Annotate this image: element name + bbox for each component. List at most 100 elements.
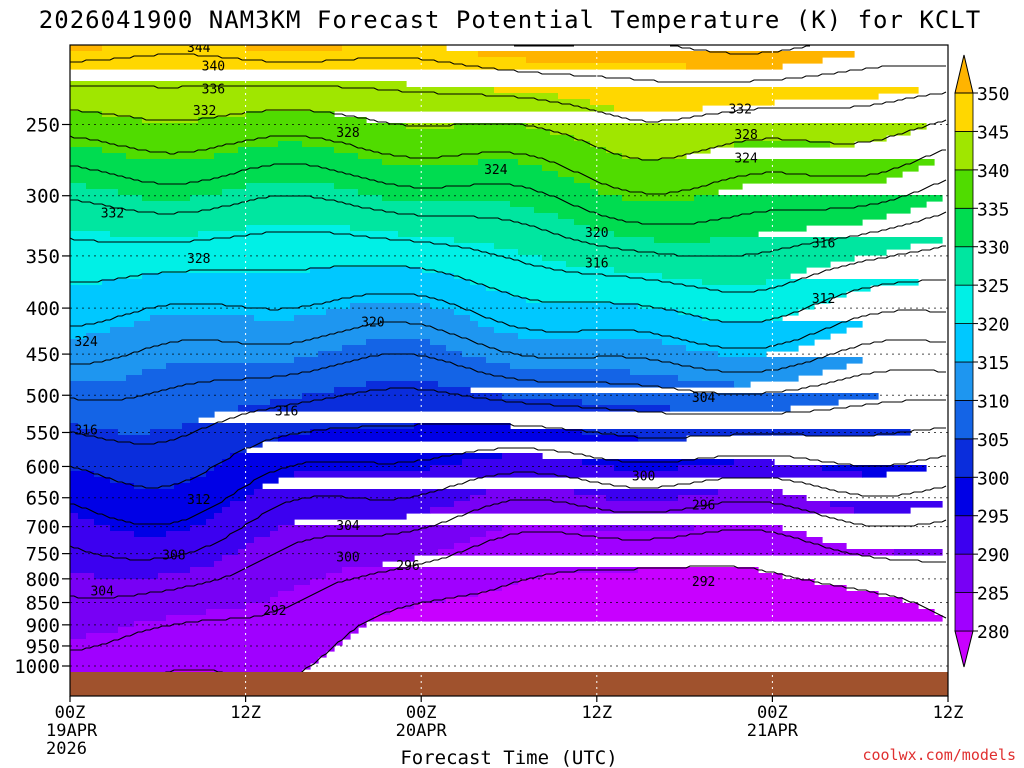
temperature-band-cell <box>862 471 887 478</box>
temperature-band-cell <box>542 573 783 580</box>
contour-label: 328 <box>734 128 757 143</box>
temperature-band-cell <box>70 63 687 70</box>
x-tick-label: 00Z <box>55 703 86 723</box>
contour-label: 296 <box>396 559 419 574</box>
credit-label: coolwx.com/models <box>862 746 1016 764</box>
temperature-band-cell <box>70 453 231 460</box>
temperature-band-cell <box>598 189 719 196</box>
x-tick-label: 12Z <box>581 703 612 723</box>
temperature-band-cell <box>342 345 447 352</box>
temperature-band-cell <box>70 183 87 190</box>
temperature-band-cell <box>270 597 447 604</box>
temperature-band-cell <box>86 333 519 340</box>
temperature-band-cell <box>550 129 911 136</box>
temperature-band-cell <box>70 609 207 616</box>
contour-label: 328 <box>187 252 210 267</box>
temperature-band-cell <box>70 363 167 370</box>
contour-label: 324 <box>484 163 508 178</box>
temperature-band-cell <box>526 57 823 64</box>
isentrope-line <box>70 265 946 323</box>
x-tick-label: 00Z <box>406 703 437 723</box>
colorbar-label: 340 <box>977 161 1010 182</box>
temperature-band-cell <box>470 495 607 502</box>
temperature-band-cell <box>190 195 383 202</box>
temperature-band-cell <box>686 63 783 70</box>
temperature-band-cell <box>590 183 743 190</box>
temperature-band-cell <box>70 57 527 64</box>
temperature-band-cell <box>110 231 199 238</box>
temperature-band-cell <box>382 159 479 166</box>
x-tick-label: 20APR <box>396 721 448 741</box>
contour-label: 336 <box>202 83 225 98</box>
contour-label: 328 <box>336 126 359 141</box>
temperature-band-cell <box>614 231 759 238</box>
temperature-band-cell <box>278 525 503 532</box>
temperature-band-cell <box>86 633 351 640</box>
temperature-band-cell <box>254 489 487 496</box>
y-tick-label: 800 <box>26 569 60 591</box>
temperature-band-cell <box>350 225 591 232</box>
isentrope-line <box>70 163 947 225</box>
temperature-band-cell <box>206 609 391 616</box>
colorbar-label: 325 <box>977 276 1010 297</box>
temperature-band-cell <box>390 609 935 616</box>
isentrope-line <box>514 45 810 55</box>
contour-label: 332 <box>193 104 216 119</box>
temperature-band-cell <box>70 507 223 514</box>
temperature-band-cell <box>70 93 559 100</box>
temperature-band-cell <box>326 573 543 580</box>
temperature-band-cell <box>566 261 831 268</box>
temperature-band-cell <box>702 279 767 286</box>
colorbar-label: 280 <box>977 622 1010 643</box>
temperature-band-cell <box>662 273 791 280</box>
colorbar-swatch <box>954 515 974 555</box>
temperature-band-cell <box>366 381 439 388</box>
temperature-band-cell <box>70 351 319 358</box>
temperature-band-cell <box>494 87 919 94</box>
isentrope-line <box>70 529 946 651</box>
contour-label: 292 <box>263 604 286 619</box>
y-tick-label: 900 <box>26 615 60 637</box>
temperature-band-cell <box>446 597 903 604</box>
temperature-band-cell <box>238 405 671 412</box>
temperature-band-cell <box>70 357 295 364</box>
temperature-band-cell <box>70 303 351 310</box>
temperature-band-cell <box>70 495 247 502</box>
temperature-band-cell <box>78 513 215 520</box>
temperature-band-cell <box>222 189 359 196</box>
temperature-band-cell <box>342 45 447 52</box>
temperature-band-cell <box>462 459 583 466</box>
temperature-band-cell <box>518 159 935 166</box>
y-tick-label: 250 <box>26 115 60 137</box>
temperature-band-cell <box>734 141 831 148</box>
temperature-band-cell <box>70 393 303 400</box>
temperature-band-cell <box>246 183 335 190</box>
temperature-band-cell <box>278 591 479 598</box>
x-axis-title: Forecast Time (UTC) <box>400 747 617 768</box>
temperature-band-cell <box>70 597 271 604</box>
temperature-band-cell <box>70 537 255 544</box>
temperature-band-cell <box>574 219 863 226</box>
contour-label: 324 <box>74 335 98 350</box>
temperature-band-cell <box>166 363 511 370</box>
colorbar-swatch <box>954 207 974 248</box>
temperature-band-cell <box>70 579 311 586</box>
temperature-band-cell <box>70 231 111 238</box>
temperature-band-cell <box>190 477 279 484</box>
temperature-band-cell <box>70 657 319 664</box>
temperature-band-cell <box>430 339 663 346</box>
ground-surface <box>70 672 948 696</box>
y-tick-label: 600 <box>26 456 60 478</box>
temperature-band-cell <box>678 465 823 472</box>
temperature-band-cell <box>70 249 519 256</box>
temperature-band-cell <box>70 531 135 538</box>
temperature-band-cell <box>518 579 815 586</box>
temperature-band-cell <box>230 501 455 508</box>
temperature-band-cell <box>854 507 911 514</box>
temperature-band-cell <box>462 351 719 358</box>
colorbar-label: 330 <box>977 238 1010 259</box>
temperature-band-cell <box>270 399 583 406</box>
temperature-band-cell <box>134 531 167 538</box>
temperature-band-cell <box>638 303 815 310</box>
temperature-band-cell <box>502 393 879 400</box>
